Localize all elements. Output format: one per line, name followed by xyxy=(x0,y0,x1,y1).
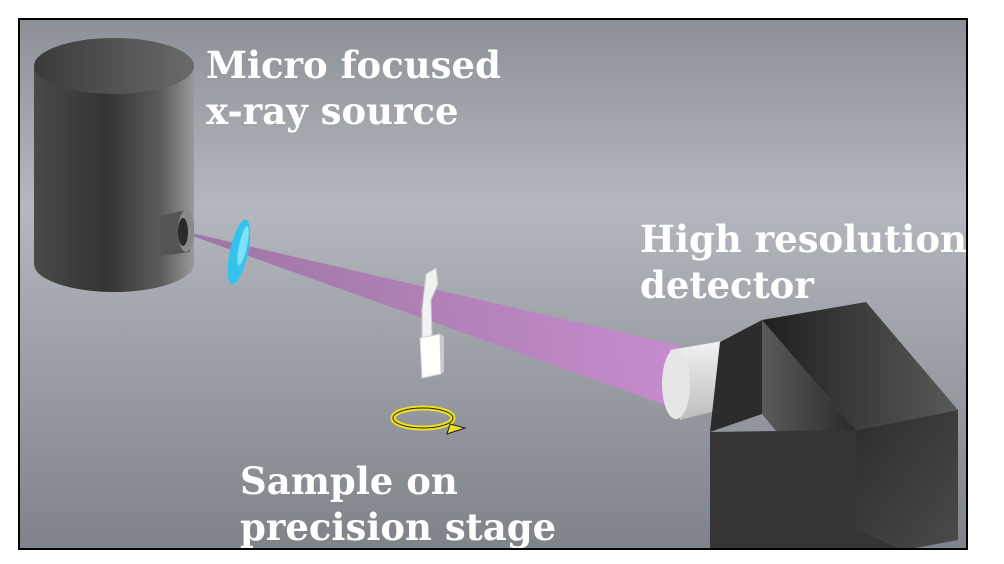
detector xyxy=(662,302,958,548)
detector-label-line-1: High resolution xyxy=(640,217,967,261)
diagram-frame: Micro focused x-ray source High resoluti… xyxy=(18,18,968,550)
source-label-line-2: x-ray source xyxy=(206,89,459,133)
sample-holder xyxy=(419,267,444,379)
detector-label-line-2: detector xyxy=(640,263,814,307)
source-label: Micro focused x-ray source xyxy=(206,42,501,134)
sample-label: Sample on precision stage xyxy=(240,458,557,549)
sample-label-line-1: Sample on xyxy=(240,459,458,503)
detector-label: High resolution detector xyxy=(640,216,967,308)
source-label-line-1: Micro focused xyxy=(206,43,501,87)
sample-label-line-2: precision stage xyxy=(240,505,557,549)
rotation-arrow-icon xyxy=(390,405,467,435)
xray-source xyxy=(34,38,194,292)
xray-ct-scene xyxy=(20,20,966,548)
filter-disc xyxy=(227,219,251,285)
